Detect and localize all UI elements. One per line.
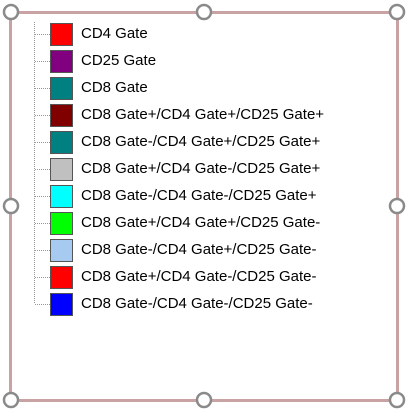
legend-label: CD8 Gate-/CD4 Gate-/CD25 Gate- [81,295,313,312]
legend-label: CD8 Gate+/CD4 Gate+/CD25 Gate- [81,214,320,231]
resize-handle[interactable] [195,391,213,409]
resize-handle[interactable] [388,391,406,409]
legend-label: CD25 Gate [81,52,156,69]
color-swatch [50,212,73,235]
legend-label: CD8 Gate+/CD4 Gate-/CD25 Gate+ [81,160,321,177]
resize-handle[interactable] [2,197,20,215]
color-swatch [50,266,73,289]
resize-handles [2,3,406,409]
legend-label: CD8 Gate+/CD4 Gate+/CD25 Gate+ [81,106,324,123]
legend-label: CD8 Gate+/CD4 Gate-/CD25 Gate- [81,268,317,285]
resize-handle[interactable] [388,3,406,21]
color-swatch [50,131,73,154]
selection-frame [9,11,399,402]
legend-label: CD8 Gate-/CD4 Gate+/CD25 Gate- [81,241,317,258]
resize-handle[interactable] [195,3,213,21]
color-swatch [50,50,73,73]
color-swatch [50,104,73,127]
legend-label: CD8 Gate-/CD4 Gate+/CD25 Gate+ [81,133,321,150]
color-swatch [50,239,73,262]
resize-handle[interactable] [388,197,406,215]
resize-handle[interactable] [2,3,20,21]
legend-tree: CD4 Gate CD25 Gate CD8 Gate CD8 Gate+/CD4 G… [34,22,324,316]
color-swatch [50,158,73,181]
color-swatch [50,293,73,316]
legend-label: CD8 Gate [81,79,148,96]
legend-label: CD4 Gate [81,25,148,42]
resize-handle[interactable] [2,391,20,409]
color-swatch [50,23,73,46]
color-swatch [50,185,73,208]
legend-label: CD8 Gate-/CD4 Gate-/CD25 Gate+ [81,187,317,204]
color-swatch [50,77,73,100]
